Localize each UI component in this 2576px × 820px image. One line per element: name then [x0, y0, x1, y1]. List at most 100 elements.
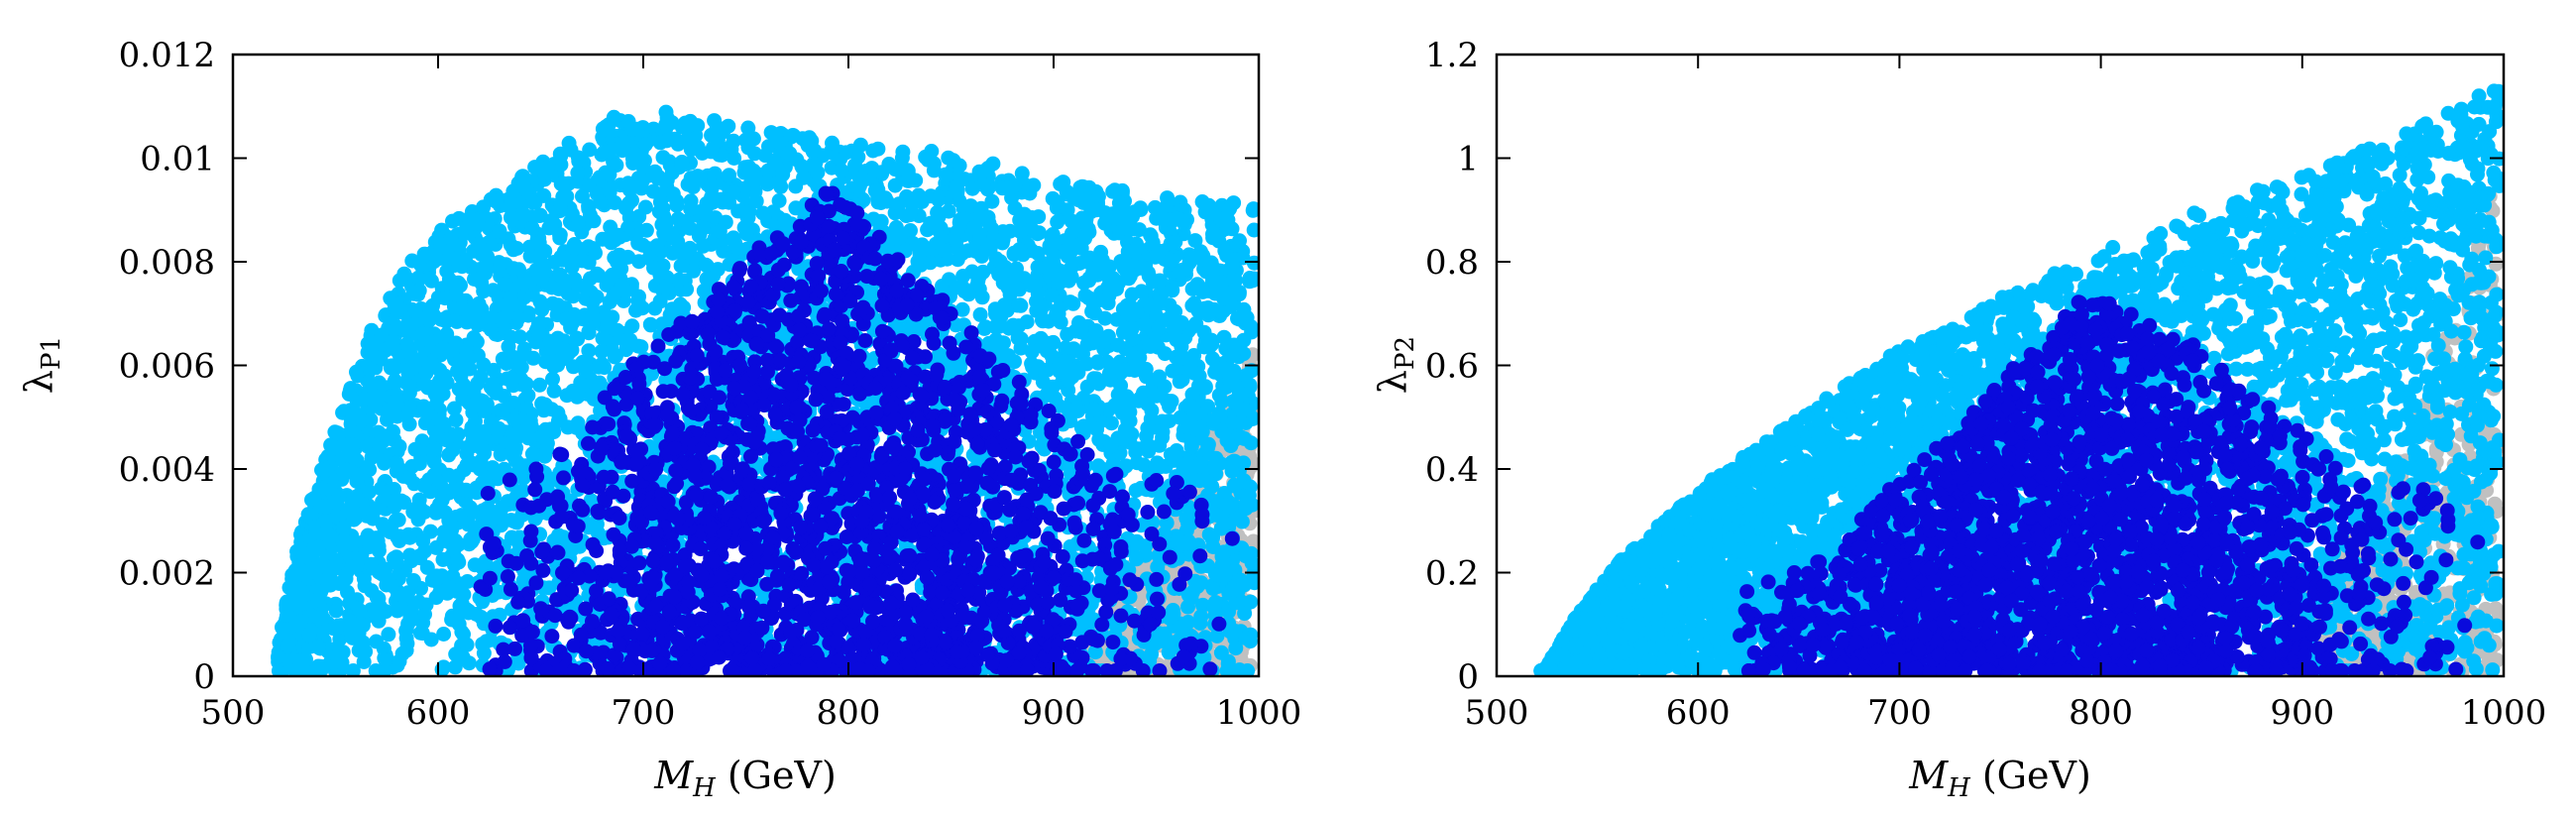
data-point-allowed: [550, 405, 566, 420]
data-point-allowed: [1035, 312, 1050, 328]
data-point-allowed: [1000, 348, 1016, 364]
data-point-allowed: [381, 627, 396, 643]
data-point-allowed: [390, 409, 405, 424]
data-point-allowed: [941, 150, 956, 166]
data-point-allowed: [1226, 453, 1242, 469]
data-point-allowed: [1172, 374, 1187, 390]
data-point-allowed: [1226, 195, 1242, 211]
data-point-allowed: [582, 142, 598, 158]
data-point-allowed: [545, 371, 560, 387]
data-point-allowed: [1232, 233, 1247, 249]
data-point-allowed: [594, 343, 610, 359]
data-point-allowed: [1075, 346, 1090, 362]
data-point-allowed: [1073, 321, 1089, 337]
data-point-allowed: [1241, 488, 1257, 504]
data-point-allowed: [553, 148, 569, 164]
data-point-allowed: [423, 524, 438, 539]
data-point-allowed: [960, 287, 976, 302]
data-point-allowed: [445, 213, 460, 229]
data-point-allowed: [416, 543, 432, 559]
data-point-allowed: [1178, 261, 1194, 277]
data-point-allowed: [328, 603, 344, 619]
data-point-allowed: [654, 201, 670, 217]
data-point-allowed: [387, 376, 402, 392]
data-point-allowed: [546, 383, 562, 399]
data-point-allowed: [504, 513, 519, 528]
data-point-allowed: [340, 503, 356, 518]
data-point-allowed: [582, 177, 597, 193]
data-point-allowed: [1065, 295, 1081, 311]
data-point-allowed: [1050, 214, 1065, 230]
data-point-allowed: [464, 438, 480, 454]
data-point-allowed: [954, 301, 970, 317]
data-point-allowed: [1178, 418, 1194, 434]
data-point-allowed: [341, 387, 357, 402]
data-point-allowed: [1111, 195, 1127, 211]
data-point-allowed: [485, 376, 501, 392]
data-point-allowed: [476, 199, 492, 215]
data-point-allowed: [1204, 259, 1220, 275]
data-point-allowed: [532, 377, 547, 393]
data-point-allowed: [338, 571, 354, 587]
data-point-allowed: [1186, 365, 1202, 381]
data-point-allowed: [771, 193, 787, 208]
data-point-allowed: [505, 183, 521, 199]
data-point-allowed: [1097, 310, 1113, 326]
data-point-allowed: [411, 594, 427, 610]
data-point-allowed: [591, 268, 607, 284]
data-point-allowed: [1008, 280, 1024, 294]
data-point-allowed: [389, 555, 404, 571]
data-point-allowed: [870, 141, 886, 157]
data-point-allowed: [1005, 317, 1021, 333]
data-point-allowed: [646, 260, 661, 276]
data-point-allowed: [745, 131, 761, 147]
data-point-allowed: [1030, 246, 1046, 261]
data-point-allowed: [1164, 394, 1179, 410]
data-point-allowed: [1030, 259, 1046, 275]
panel-left: 500 600 700 800 900 100000.0020.0040.0060.008…: [17, 36, 1301, 803]
data-point-allowed: [722, 168, 737, 183]
data-point-allowed: [1180, 397, 1196, 412]
data-point-allowed: [788, 200, 804, 216]
data-point-allowed: [329, 425, 345, 441]
data-point-allowed: [1196, 324, 1212, 340]
data-point-allowed: [1225, 347, 1241, 363]
data-point-allowed: [1103, 415, 1119, 431]
data-point-allowed: [1022, 185, 1038, 201]
data-point-allowed: [571, 388, 587, 404]
data-point-allowed: [1115, 301, 1131, 317]
data-point-allowed: [429, 568, 445, 584]
data-point-allowed: [1079, 379, 1095, 395]
data-point-allowed: [1009, 261, 1024, 277]
data-point-allowed: [1045, 190, 1061, 206]
data-point-allowed: [1178, 511, 1194, 527]
data-point-allowed: [529, 161, 545, 176]
data-point-allowed: [796, 170, 812, 185]
data-point-allowed: [1180, 599, 1195, 615]
data-point-allowed: [1044, 348, 1060, 364]
data-point-allowed: [512, 329, 528, 345]
data-point-allowed: [441, 447, 457, 463]
data-point-allowed: [1242, 271, 1258, 286]
data-point-allowed: [1078, 192, 1094, 208]
data-point-allowed: [1049, 306, 1064, 322]
data-point-allowed: [595, 330, 611, 346]
data-point-allowed: [477, 423, 493, 439]
data-point-allowed: [1058, 340, 1073, 356]
data-point-allowed: [995, 275, 1011, 291]
data-point-allowed: [448, 335, 464, 351]
data-point-allowed: [1168, 234, 1183, 250]
data-point-allowed: [721, 118, 736, 134]
data-point-allowed: [1053, 176, 1068, 192]
data-point-allowed: [446, 401, 462, 416]
data-point-allowed: [581, 323, 597, 339]
data-point-allowed: [401, 416, 417, 432]
data-point-allowed: [607, 349, 622, 365]
data-point-allowed: [536, 403, 552, 418]
data-point-allowed: [458, 253, 474, 269]
data-point-allowed: [704, 144, 719, 160]
data-point-allowed: [1031, 359, 1046, 375]
data-point-allowed: [492, 256, 507, 272]
data-point-allowed: [995, 232, 1011, 247]
